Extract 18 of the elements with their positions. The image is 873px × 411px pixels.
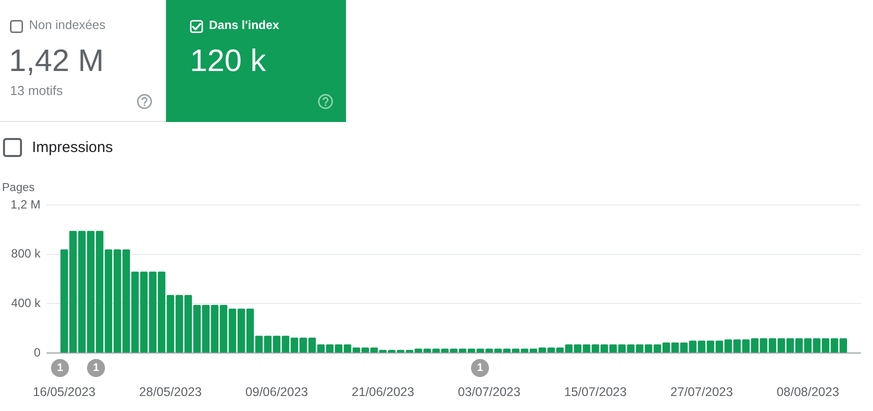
x-tick-label: 15/07/2023 — [564, 384, 627, 399]
x-tick-label: 16/05/2023 — [32, 384, 96, 399]
y-tick-label: 1,2 M — [10, 197, 41, 212]
y-axis-title: Pages — [2, 182, 35, 194]
text: Impressions — [32, 139, 113, 156]
count-badge: 1 — [51, 359, 69, 377]
x-tick-label: 21/06/2023 — [352, 384, 414, 399]
x-tick-label: 28/05/2023 — [139, 384, 202, 399]
count-badge: 1 — [87, 359, 105, 377]
y-tick-label: 800 k — [11, 246, 42, 261]
x-tick-label: 09/06/2023 — [245, 384, 308, 399]
x-tick-label: 27/07/2023 — [670, 384, 733, 399]
y-tick-label: 0 — [34, 345, 41, 360]
x-tick-label: 03/07/2023 — [458, 384, 520, 399]
y-tick-label: 400 k — [11, 296, 42, 310]
count-badge: 1 — [471, 359, 489, 377]
metric-card: Dans l'index 120 k — [166, 0, 346, 122]
x-tick-label: 08/08/2023 — [776, 384, 840, 399]
